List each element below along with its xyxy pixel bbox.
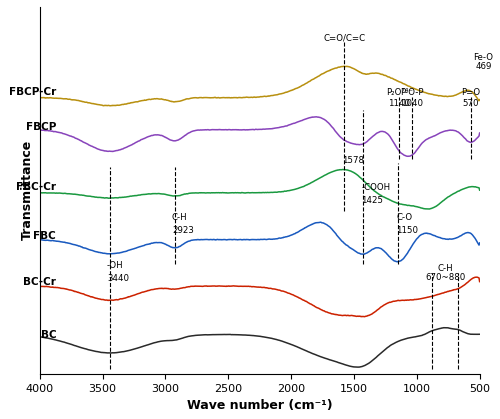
Text: 670~880: 670~880 — [425, 272, 465, 282]
Text: -OH: -OH — [107, 261, 124, 269]
Text: 2923: 2923 — [172, 226, 194, 235]
Text: FBC-Cr: FBC-Cr — [16, 182, 56, 192]
Text: 570: 570 — [462, 99, 479, 108]
Text: C=O/C=C: C=O/C=C — [323, 33, 365, 42]
Text: 1040: 1040 — [401, 99, 423, 108]
Text: C-O: C-O — [396, 213, 412, 222]
Text: FBC: FBC — [34, 231, 56, 241]
Text: FBCP-Cr: FBCP-Cr — [9, 88, 56, 98]
Text: BC: BC — [40, 330, 56, 340]
Text: 469: 469 — [476, 62, 492, 71]
Text: C-H: C-H — [438, 264, 453, 273]
X-axis label: Wave number (cm⁻¹): Wave number (cm⁻¹) — [187, 399, 332, 412]
Text: FBCP: FBCP — [26, 122, 56, 132]
Text: C-H: C-H — [172, 213, 188, 222]
Text: Fe-O: Fe-O — [474, 53, 494, 62]
Text: 1425: 1425 — [362, 196, 384, 205]
Text: P₂O⁷⁴⁻: P₂O⁷⁴⁻ — [386, 88, 412, 97]
Text: P-O-P: P-O-P — [400, 88, 423, 97]
Text: 1578: 1578 — [342, 156, 364, 165]
Text: 3440: 3440 — [107, 274, 129, 283]
Y-axis label: Transmittance: Transmittance — [21, 140, 34, 241]
Text: -COOH: -COOH — [362, 183, 390, 192]
Text: 1150: 1150 — [396, 226, 418, 235]
Text: 1140: 1140 — [388, 99, 410, 108]
Text: BC-Cr: BC-Cr — [24, 277, 56, 287]
Text: P=O: P=O — [462, 88, 480, 97]
